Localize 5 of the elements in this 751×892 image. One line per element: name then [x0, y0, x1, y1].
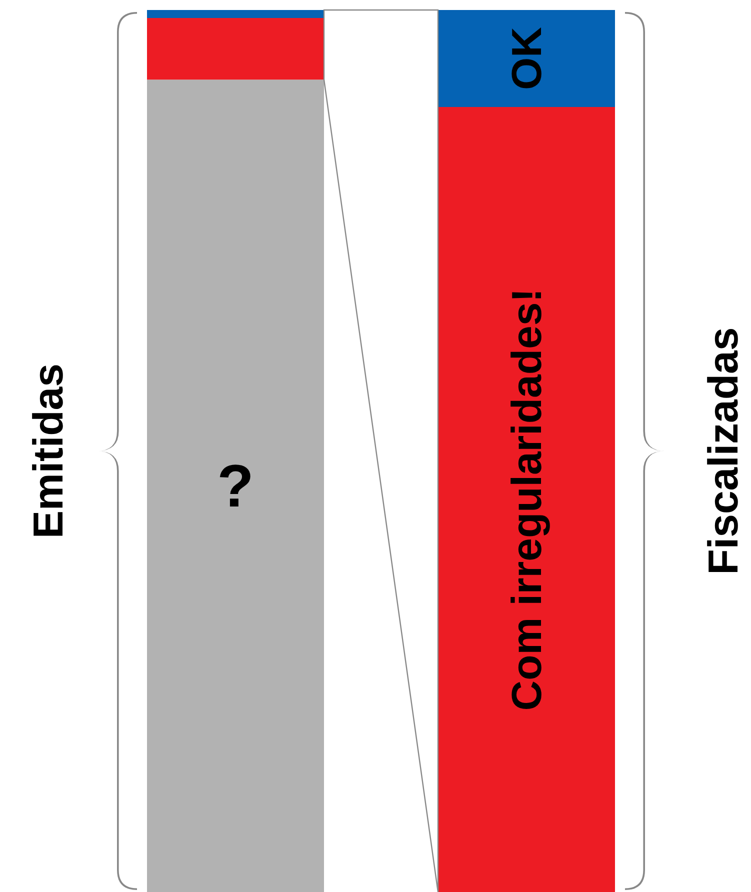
x-tick-label: Fiscalizadas — [700, 327, 746, 575]
series-label: OK — [503, 27, 550, 90]
x-tick-label: Emitidas — [24, 363, 72, 539]
series-label: ? — [217, 452, 254, 520]
series-label: Com irregularidades! — [503, 288, 550, 711]
